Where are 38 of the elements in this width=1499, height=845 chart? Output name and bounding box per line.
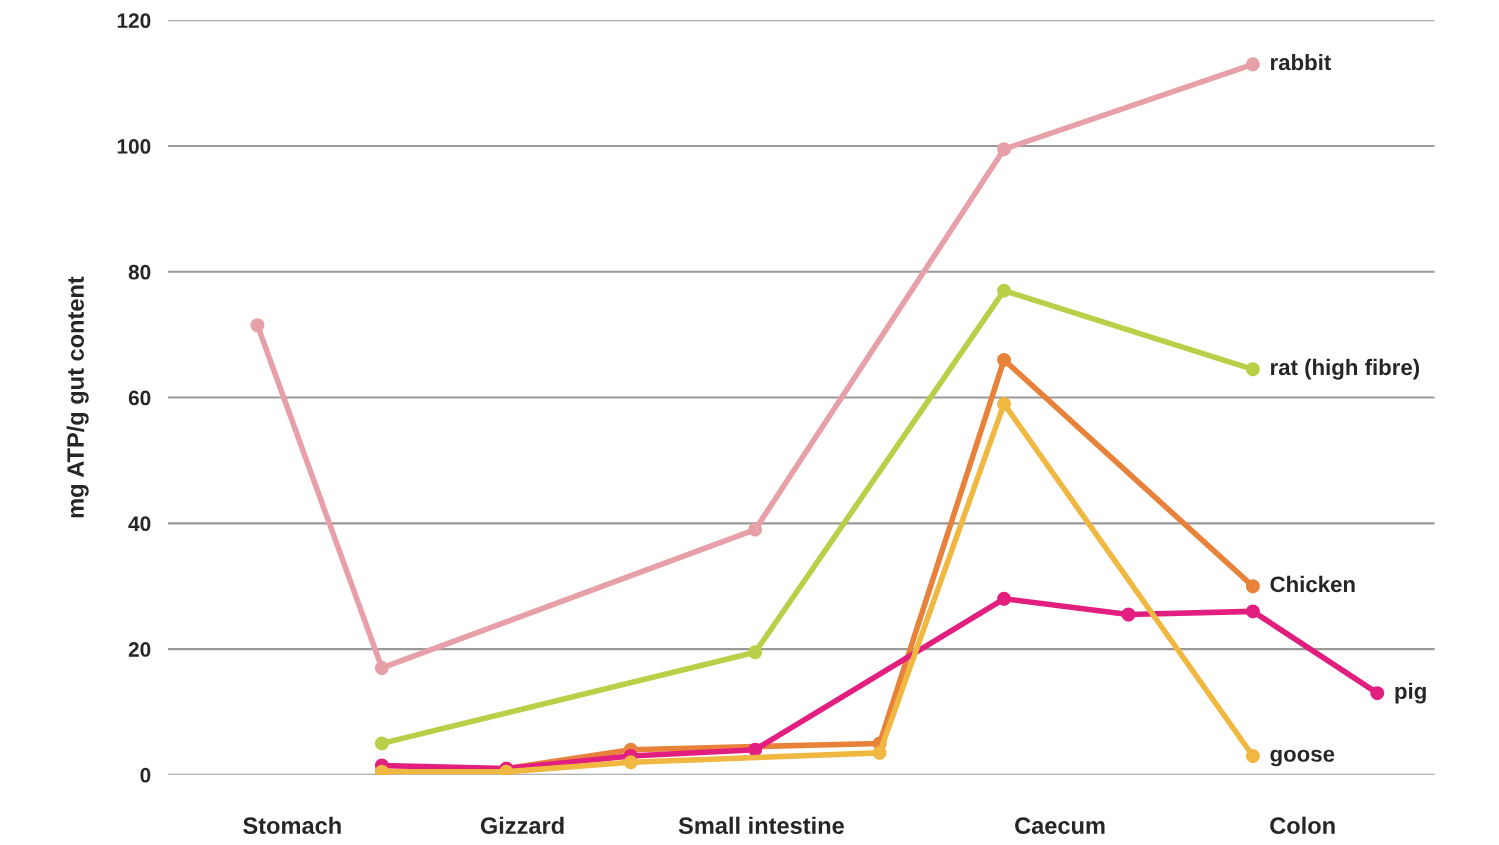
point (374, 736, 389, 751)
y-tick-label: 100 (117, 139, 151, 154)
series-label: pig (1395, 682, 1426, 704)
point (997, 396, 1011, 411)
y-tick-label: 0 (140, 767, 151, 783)
y-tick-label: 20 (128, 642, 151, 657)
text: Gizzard (480, 816, 564, 835)
y-tick-label: 60 (128, 390, 151, 406)
point (1370, 686, 1385, 701)
point (748, 742, 763, 757)
point (1245, 749, 1260, 763)
text: Small intestine (678, 816, 844, 835)
series-label: Chicken (1270, 575, 1355, 593)
point (374, 661, 389, 675)
series-label: rat (high fibre) (1271, 358, 1420, 380)
point (623, 755, 638, 770)
point (997, 352, 1011, 367)
point (1121, 607, 1136, 622)
point (1245, 362, 1260, 377)
y-tick-label: 120 (117, 13, 151, 29)
point (250, 318, 265, 333)
point (1245, 604, 1260, 619)
y-tick-label: 80 (128, 264, 151, 280)
text: Stomach (243, 816, 341, 835)
point (997, 283, 1011, 298)
point (1245, 57, 1260, 72)
point (997, 142, 1011, 157)
point (748, 645, 763, 660)
text: Caecum (1015, 817, 1105, 835)
series-label: rabbit (1271, 53, 1332, 71)
y-axis-title: mg ATP/g gut content (66, 276, 89, 518)
text: Colon (1270, 816, 1335, 835)
point (1245, 579, 1260, 594)
point (872, 745, 887, 760)
point (997, 591, 1011, 606)
point (748, 522, 763, 537)
y-tick-label: 40 (128, 516, 151, 532)
series-label: goose (1270, 749, 1335, 767)
